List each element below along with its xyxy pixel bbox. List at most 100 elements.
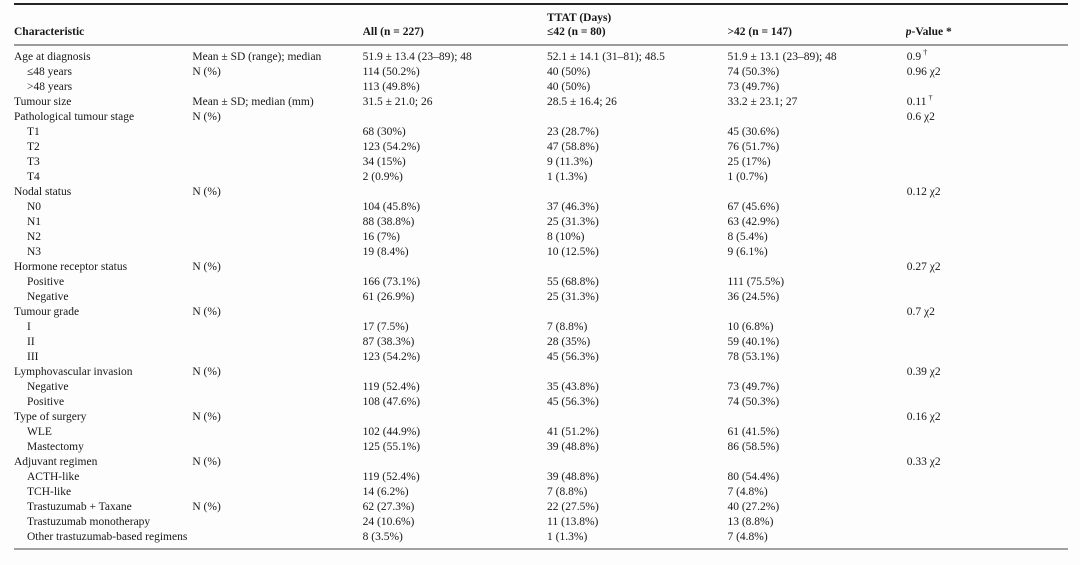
cell-pvalue [906,485,1068,500]
pvalue-text: 0.27 χ2 [906,261,941,273]
row-measure: N (%) [192,306,221,318]
cell-pvalue [906,275,1068,290]
cell-all: 119 (52.4%) [362,471,420,483]
cell-pvalue [906,155,1068,170]
cell-gt42: 59 (40.1%) [727,336,780,348]
cell-le42: 35 (43.8%) [547,381,599,393]
cell-all [363,305,547,320]
row-measure [192,170,362,185]
table-row: Type of surgery N (%) 0.16 χ2 [14,410,1068,425]
row-label: Tumour size [14,96,72,108]
row-measure: N (%) [192,411,221,423]
cell-all [363,185,547,200]
row-label: T1 [27,126,40,138]
cell-le42: 25 (31.3%) [547,216,599,228]
header-row: Characteristic All (n = 227) ≤42 (n = 80… [14,25,1068,45]
cell-pvalue: 0.7 χ2 [906,305,1068,320]
pvalue-text: 0.12 χ2 [906,186,941,198]
row-measure: N (%) [192,456,221,468]
row-label: N0 [27,201,42,213]
table-row: Mastectomy 125 (55.1%) 39 (48.8%) 86 (58… [14,440,1068,455]
spanner-empty [363,4,547,25]
table-row: Positive 108 (47.6%) 45 (56.3%) 74 (50.3… [14,395,1068,410]
cell-pvalue [906,290,1068,305]
cell-le42: 37 (46.3%) [547,201,599,213]
cell-pvalue: 0.33 χ2 [906,455,1068,470]
cell-pvalue [906,350,1068,365]
row-measure [192,80,362,95]
cell-all: 17 (7.5%) [362,321,409,333]
row-measure [192,350,362,365]
table-row: Trastuzumab + Taxane N (%) 62 (27.3%) 22… [14,500,1068,515]
cell-pvalue [906,440,1068,455]
table-row: N3 19 (8.4%) 10 (12.5%) 9 (6.1%) [14,245,1068,260]
row-measure [192,380,362,395]
cell-gt42: 10 (6.8%) [727,321,774,333]
row-label: N2 [27,231,42,243]
table-row: Hormone receptor status N (%) 0.27 χ2 [14,260,1068,275]
table-row: Other trastuzumab-based regimens 8 (3.5%… [14,530,1068,549]
cell-gt42: 73 (49.7%) [727,81,780,93]
pvalue-text: 0.11 [906,96,927,108]
row-label: Trastuzumab + Taxane [27,501,132,513]
cell-le42: 45 (56.3%) [547,351,599,363]
cell-pvalue [906,380,1068,395]
cell-all: 113 (49.8%) [362,81,420,93]
pvalue-p-italic: p [905,26,912,38]
cell-le42: 23 (28.7%) [547,126,599,138]
table-row: I 17 (7.5%) 7 (8.8%) 10 (6.8%) [14,320,1068,335]
pvalue-text: 0.33 χ2 [906,456,941,468]
cell-pvalue [906,200,1068,215]
cell-pvalue: 0.27 χ2 [906,260,1068,275]
cell-le42 [547,260,727,275]
cell-gt42 [727,185,905,200]
col-header-gt42: >42 (n = 147) [727,26,792,38]
cell-all [363,410,547,425]
table-row: Age at diagnosis Mean ± SD (range); medi… [14,45,1068,65]
pvalue-text: 0.16 χ2 [906,411,941,423]
row-label: WLE [27,426,52,438]
cell-gt42: 51.9 ± 13.1 (23–89); 48 [727,51,837,63]
row-label: Trastuzumab monotherapy [27,516,151,528]
table-row: III 123 (54.2%) 45 (56.3%) 78 (53.1%) [14,350,1068,365]
cell-pvalue [906,170,1068,185]
cell-gt42: 74 (50.3%) [727,396,780,408]
row-label: Negative [27,291,69,303]
row-label: Positive [27,276,65,288]
row-measure: N (%) [192,366,221,378]
row-measure [192,200,362,215]
row-measure: N (%) [192,501,221,513]
cell-le42 [547,305,727,320]
cell-gt42: 9 (6.1%) [727,246,768,258]
cell-pvalue [906,320,1068,335]
col-header-measure [192,25,362,45]
cell-gt42: 61 (41.5%) [727,426,780,438]
cell-le42 [547,455,727,470]
cell-all: 123 (54.2%) [362,351,421,363]
row-measure: N (%) [192,111,221,123]
row-label: Mastectomy [27,441,84,453]
cell-gt42 [727,110,905,125]
table-body: Age at diagnosis Mean ± SD (range); medi… [14,45,1068,549]
cell-le42: 39 (48.8%) [547,471,599,483]
cell-pvalue [906,470,1068,485]
cell-all: 2 (0.9%) [362,171,403,183]
cell-le42: 8 (10%) [547,231,585,243]
cell-gt42: 7 (4.8%) [727,486,768,498]
table-row: T2 123 (54.2%) 47 (58.8%) 76 (51.7%) [14,140,1068,155]
cell-all: 123 (54.2%) [362,141,421,153]
table-row: ACTH-like 119 (52.4%) 39 (48.8%) 80 (54.… [14,470,1068,485]
row-label: TCH-like [27,486,72,498]
table-row: N1 88 (38.8%) 25 (31.3%) 63 (42.9%) [14,215,1068,230]
row-measure [192,245,362,260]
row-label: III [27,351,39,363]
table-row: WLE 102 (44.9%) 41 (51.2%) 61 (41.5%) [14,425,1068,440]
cell-all: 108 (47.6%) [362,396,421,408]
cell-gt42: 111 (75.5%) [727,276,785,288]
spanner-empty [192,4,362,25]
table-row: Pathological tumour stage N (%) 0.6 χ2 [14,110,1068,125]
row-label: Other trastuzumab-based regimens [27,531,188,543]
cell-le42: 40 (50%) [547,81,591,93]
table-row: Positive 166 (73.1%) 55 (68.8%) 111 (75.… [14,275,1068,290]
